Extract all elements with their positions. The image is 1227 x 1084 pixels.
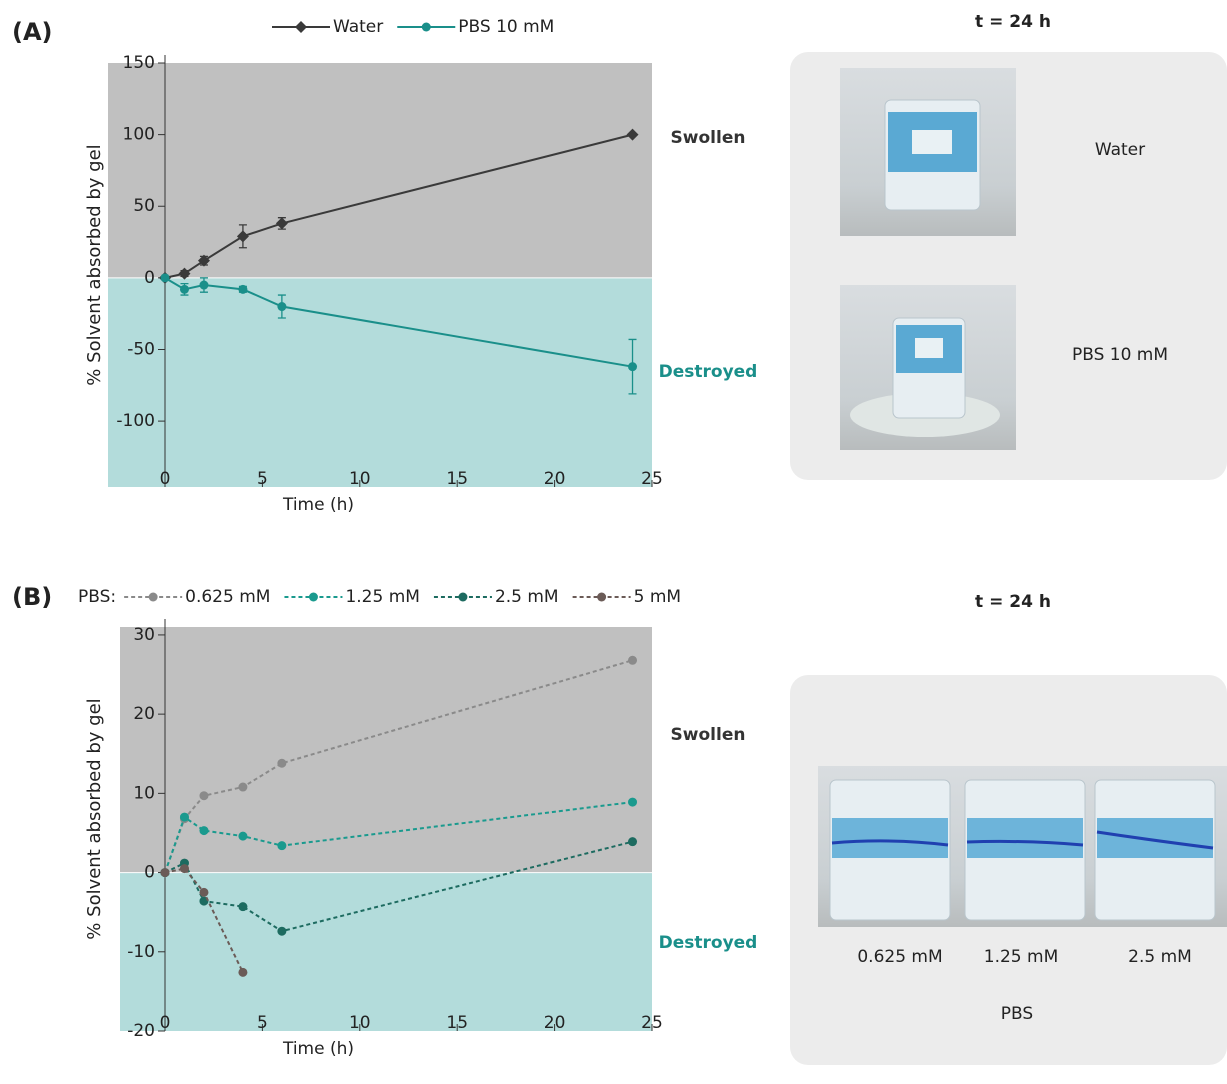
data-point	[199, 887, 209, 897]
data-point	[236, 230, 249, 243]
data-point	[199, 280, 209, 290]
data-point	[277, 841, 287, 851]
y-tick-label: -20	[127, 1021, 155, 1041]
y-tick-label: -100	[116, 411, 155, 431]
panel-label: (B)	[12, 583, 52, 611]
photo-label: PBS 10 mM	[1072, 345, 1168, 365]
x-tick-label: 10	[349, 1013, 371, 1033]
photo-title: t = 24 h	[975, 592, 1051, 612]
series-line	[164, 867, 244, 973]
annotation: Destroyed	[659, 362, 758, 382]
data-point	[628, 797, 638, 807]
y-tick-label: 50	[133, 196, 155, 216]
data-point	[179, 812, 189, 822]
x-axis-title: Time (h)	[282, 495, 354, 515]
legend-marker	[295, 21, 307, 33]
x-tick-label: 25	[641, 469, 663, 489]
x-tick-label: 5	[257, 1013, 268, 1033]
photo-label: 0.625 mM	[857, 947, 942, 967]
region-swollen	[108, 63, 652, 278]
data-point	[199, 791, 209, 801]
y-axis-title: % Solvent absorbed by gel	[84, 144, 105, 385]
legend-label: Water	[333, 17, 383, 37]
data-point	[277, 302, 287, 312]
y-tick-label: 10	[133, 783, 155, 803]
region-destroyed	[108, 277, 652, 487]
legend-label: PBS 10 mM	[458, 17, 554, 37]
y-tick-label: 150	[123, 53, 155, 73]
panel-label: (A)	[12, 18, 53, 46]
legend-label: 2.5 mM	[495, 587, 559, 607]
data-point	[628, 655, 638, 665]
legend-label: 0.625 mM	[185, 587, 270, 607]
annotation: Destroyed	[659, 933, 758, 953]
data-point	[179, 284, 189, 294]
x-tick-label: 25	[641, 1013, 663, 1033]
photo	[818, 766, 1227, 927]
legend-marker	[421, 22, 431, 32]
legend-marker	[458, 592, 468, 602]
photo	[840, 285, 1016, 450]
y-tick-label: 30	[133, 625, 155, 645]
y-axis-title: % Solvent absorbed by gel	[84, 698, 105, 939]
y-tick-label: 0	[144, 268, 155, 288]
y-tick-label: 0	[144, 863, 155, 883]
data-point	[179, 864, 189, 874]
data-point	[178, 267, 191, 280]
y-tick-label: -10	[127, 942, 155, 962]
data-point	[626, 128, 639, 141]
data-point	[275, 217, 288, 230]
series-line	[164, 801, 633, 873]
data-point	[238, 902, 248, 912]
legend-title: PBS:	[78, 587, 116, 607]
region-swollen	[120, 627, 652, 873]
y-tick-label: 100	[123, 125, 155, 145]
y-tick-label: 20	[133, 704, 155, 724]
data-point	[628, 362, 638, 372]
x-tick-label: 20	[544, 469, 566, 489]
x-axis-title: Time (h)	[282, 1039, 354, 1059]
data-point	[238, 831, 248, 841]
annotation: Swollen	[671, 725, 746, 745]
data-point	[160, 868, 170, 878]
x-tick-label: 15	[446, 469, 468, 489]
x-tick-label: 0	[160, 1013, 171, 1033]
data-point	[199, 826, 209, 836]
photo-label: 2.5 mM	[1128, 947, 1192, 967]
y-tick-label: -50	[127, 339, 155, 359]
photo	[840, 68, 1016, 236]
data-point	[277, 758, 287, 768]
x-tick-label: 5	[257, 469, 268, 489]
annotation: Swollen	[671, 128, 746, 148]
data-point	[238, 967, 248, 977]
legend-marker	[308, 592, 318, 602]
x-tick-label: 0	[160, 469, 171, 489]
x-tick-label: 15	[446, 1013, 468, 1033]
photo-caption: PBS	[1001, 1004, 1033, 1024]
legend-label: 1.25 mM	[345, 587, 419, 607]
x-tick-label: 10	[349, 469, 371, 489]
x-tick-label: 20	[544, 1013, 566, 1033]
photo-label: 1.25 mM	[984, 947, 1058, 967]
data-point	[628, 837, 638, 847]
data-point	[277, 926, 287, 936]
data-point	[238, 284, 248, 294]
data-point	[197, 254, 210, 267]
legend-label: 5 mM	[634, 587, 681, 607]
data-point	[238, 782, 248, 792]
region-destroyed	[120, 872, 652, 1031]
legend-marker	[148, 592, 158, 602]
legend-marker	[597, 592, 607, 602]
series-line	[164, 840, 633, 933]
photo-label: Water	[1095, 140, 1145, 160]
series-line	[164, 659, 633, 873]
data-point	[160, 273, 170, 283]
photo-title: t = 24 h	[975, 12, 1051, 32]
